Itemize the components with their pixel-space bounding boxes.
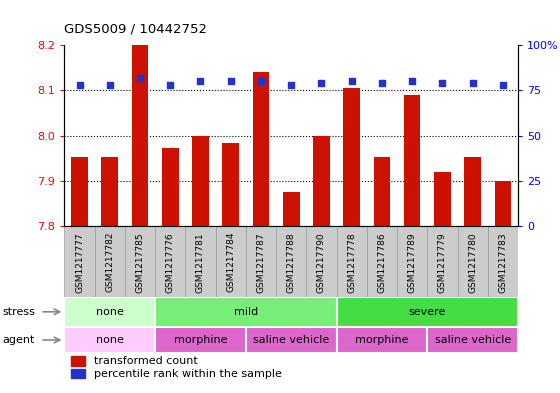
Bar — [101, 158, 118, 226]
Bar — [95, 226, 125, 297]
Bar — [246, 327, 337, 353]
Bar — [132, 40, 148, 226]
Text: GSM1217785: GSM1217785 — [136, 232, 144, 292]
Point — [226, 78, 235, 84]
Text: GSM1217783: GSM1217783 — [498, 232, 507, 292]
Bar — [427, 226, 458, 297]
Text: GSM1217790: GSM1217790 — [317, 232, 326, 292]
Bar — [155, 327, 246, 353]
Bar — [283, 192, 300, 226]
Bar — [64, 327, 155, 353]
Text: transformed count: transformed count — [94, 356, 198, 366]
Text: GSM1217786: GSM1217786 — [377, 232, 386, 292]
Bar — [71, 158, 88, 226]
Text: GSM1217780: GSM1217780 — [468, 232, 477, 292]
Point — [317, 80, 326, 86]
Text: GSM1217779: GSM1217779 — [438, 232, 447, 292]
Bar — [155, 226, 185, 297]
Text: stress: stress — [3, 307, 36, 317]
Text: mild: mild — [234, 307, 258, 317]
Text: GSM1217788: GSM1217788 — [287, 232, 296, 292]
Bar — [246, 226, 276, 297]
Text: none: none — [96, 335, 124, 345]
Text: GSM1217777: GSM1217777 — [75, 232, 84, 292]
Point — [408, 78, 417, 84]
Point — [105, 82, 114, 88]
Bar — [488, 226, 518, 297]
Text: GSM1217776: GSM1217776 — [166, 232, 175, 292]
Text: none: none — [96, 307, 124, 317]
Text: morphine: morphine — [355, 335, 409, 345]
Bar — [464, 158, 481, 226]
Bar — [367, 226, 397, 297]
Point — [498, 82, 507, 88]
Bar — [343, 88, 360, 226]
Bar — [64, 226, 95, 297]
Bar — [306, 226, 337, 297]
Text: GSM1217787: GSM1217787 — [256, 232, 265, 292]
Bar — [313, 136, 330, 226]
Text: GSM1217789: GSM1217789 — [408, 232, 417, 292]
Point — [438, 80, 447, 86]
Bar — [337, 327, 427, 353]
Text: morphine: morphine — [174, 335, 227, 345]
Text: GSM1217781: GSM1217781 — [196, 232, 205, 292]
Bar — [427, 327, 518, 353]
Point — [287, 82, 296, 88]
Bar — [216, 226, 246, 297]
Bar — [458, 226, 488, 297]
Bar — [276, 226, 306, 297]
Point — [166, 82, 175, 88]
Point — [347, 78, 356, 84]
Bar — [125, 226, 155, 297]
Bar — [222, 143, 239, 226]
Bar — [185, 226, 216, 297]
Point — [196, 78, 205, 84]
Bar — [374, 158, 390, 226]
Point — [468, 80, 477, 86]
Bar — [192, 136, 209, 226]
Bar — [434, 172, 451, 226]
Text: GSM1217782: GSM1217782 — [105, 232, 114, 292]
Bar — [337, 297, 518, 327]
Text: GSM1217784: GSM1217784 — [226, 232, 235, 292]
Text: severe: severe — [409, 307, 446, 317]
Point — [75, 82, 84, 88]
Point — [136, 75, 144, 81]
Bar — [155, 297, 337, 327]
Bar — [397, 226, 427, 297]
Point — [377, 80, 386, 86]
Bar — [404, 95, 421, 226]
Text: percentile rank within the sample: percentile rank within the sample — [94, 369, 282, 378]
Bar — [337, 226, 367, 297]
Bar — [64, 297, 155, 327]
Text: GDS5009 / 10442752: GDS5009 / 10442752 — [64, 22, 207, 35]
Bar — [253, 72, 269, 226]
Text: saline vehicle: saline vehicle — [435, 335, 511, 345]
Bar — [162, 149, 179, 226]
Point — [256, 78, 265, 84]
Bar — [494, 181, 511, 226]
Text: agent: agent — [3, 335, 35, 345]
Text: saline vehicle: saline vehicle — [253, 335, 329, 345]
Bar — [71, 369, 85, 378]
Text: GSM1217778: GSM1217778 — [347, 232, 356, 292]
Bar — [71, 356, 85, 366]
